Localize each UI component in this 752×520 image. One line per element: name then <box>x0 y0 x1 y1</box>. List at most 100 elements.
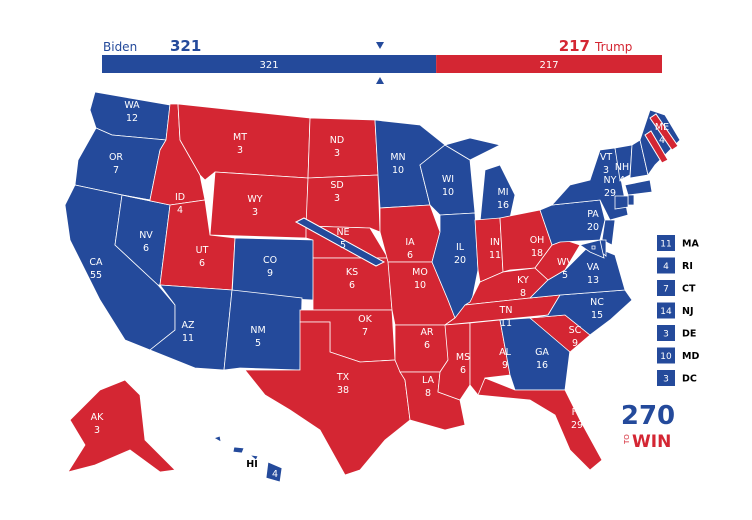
sidebar-votes: 4 <box>663 262 669 272</box>
state-label: NH <box>615 162 629 173</box>
state-votes: 4 <box>177 205 183 216</box>
state-votes: 7 <box>113 165 119 176</box>
state-shape <box>307 117 379 179</box>
state-votes: 6 <box>349 280 355 291</box>
state-votes: 9 <box>267 268 273 279</box>
state-label: WV <box>557 257 573 268</box>
state-shape <box>305 174 381 233</box>
state-votes: 3 <box>334 148 340 159</box>
state-votes: 11 <box>500 318 512 329</box>
state-label: NE <box>336 227 349 238</box>
state-label: WY <box>247 194 262 205</box>
state-label: OH <box>530 235 545 246</box>
state-shape <box>223 289 303 371</box>
state-votes: 5 <box>255 338 261 349</box>
sidebar-abbr: DE <box>682 329 696 340</box>
sidebar-abbr: MD <box>682 351 699 362</box>
state-votes: 16 <box>536 360 548 371</box>
state-label: ME <box>655 122 669 133</box>
state-label: LA <box>422 375 435 386</box>
state-shape <box>244 321 411 476</box>
logo-number: 270 <box>621 401 675 431</box>
state-votes: 5 <box>340 240 346 251</box>
state-votes: 13 <box>587 275 599 286</box>
logo-to: TO <box>623 434 631 445</box>
logo-win: WIN <box>632 432 671 452</box>
state-votes: 3 <box>237 145 243 156</box>
state-shape <box>614 195 629 210</box>
state-label: WI <box>442 174 454 185</box>
sidebar-abbr: RI <box>682 261 693 272</box>
state-shape <box>231 237 316 301</box>
state-label: MS <box>456 352 470 363</box>
island <box>248 454 259 461</box>
state-label: NC <box>590 297 604 308</box>
state-label: MT <box>233 132 247 143</box>
state-label: IN <box>490 237 500 248</box>
state-label: SD <box>330 180 343 191</box>
state-votes: 6 <box>407 250 413 261</box>
state-label: MI <box>498 187 509 198</box>
states <box>64 91 681 483</box>
island <box>213 435 222 443</box>
state-votes: 18 <box>531 248 543 259</box>
midpoint-marker <box>376 42 384 49</box>
state-shape <box>627 194 635 206</box>
state-label: HI <box>246 459 258 470</box>
sidebar-abbr: DC <box>682 374 697 385</box>
state-votes: 7 <box>362 327 368 338</box>
state-label: MN <box>390 152 405 163</box>
state-votes: 4 <box>659 135 665 146</box>
state-votes: 38 <box>337 385 349 396</box>
state-label: AZ <box>181 320 194 331</box>
state-votes: 12 <box>126 113 138 124</box>
sidebar-votes: 7 <box>663 285 669 295</box>
state-shape <box>443 137 516 223</box>
sidebar-votes: 11 <box>660 240 671 250</box>
state-shape <box>477 377 603 471</box>
state-votes: 20 <box>587 222 599 233</box>
sidebar-votes: 3 <box>663 375 669 385</box>
state-label: VT <box>600 152 612 163</box>
state-label: CO <box>263 255 277 266</box>
candidate-name: Biden <box>103 40 137 54</box>
state-label: AL <box>499 347 511 358</box>
candidate-name: Trump <box>594 40 632 54</box>
state-label: WA <box>124 100 140 111</box>
state-label: GA <box>535 347 549 358</box>
candidate-votes: 217 <box>559 37 590 55</box>
state-votes: 16 <box>497 200 509 211</box>
state-shape <box>67 379 176 473</box>
state-votes: 4 <box>272 469 278 480</box>
state-label: TX <box>336 372 350 383</box>
state-shape <box>209 171 309 239</box>
state-votes: 5 <box>562 270 568 281</box>
state-label: AR <box>420 327 433 338</box>
sidebar-box <box>657 370 675 386</box>
state-label: NY <box>604 175 617 186</box>
state-label: NV <box>139 230 153 241</box>
sidebar-abbr: CT <box>682 284 696 295</box>
vote-bar <box>102 55 437 73</box>
state-label: KS <box>346 267 358 278</box>
state-label: AK <box>91 412 104 423</box>
state-shape <box>601 219 616 246</box>
state-votes: 6 <box>424 340 430 351</box>
state-label: CA <box>89 257 103 268</box>
state-label: IL <box>456 242 465 253</box>
header: Biden 321 217 Trump <box>103 37 632 84</box>
sidebar-box <box>657 302 675 319</box>
district-stripe <box>294 217 386 267</box>
state-label: PA <box>587 209 599 220</box>
vote-bar-label: 321 <box>260 60 279 71</box>
state-label: VA <box>587 262 600 273</box>
island <box>232 446 245 454</box>
sidebar-votes: 3 <box>663 330 669 340</box>
sidebar-box <box>657 257 675 274</box>
state-votes: 6 <box>199 258 205 269</box>
state-votes: 3 <box>603 165 609 176</box>
state-votes: 11 <box>489 250 501 261</box>
state-label: OR <box>109 152 123 163</box>
district-stripe <box>644 113 679 164</box>
